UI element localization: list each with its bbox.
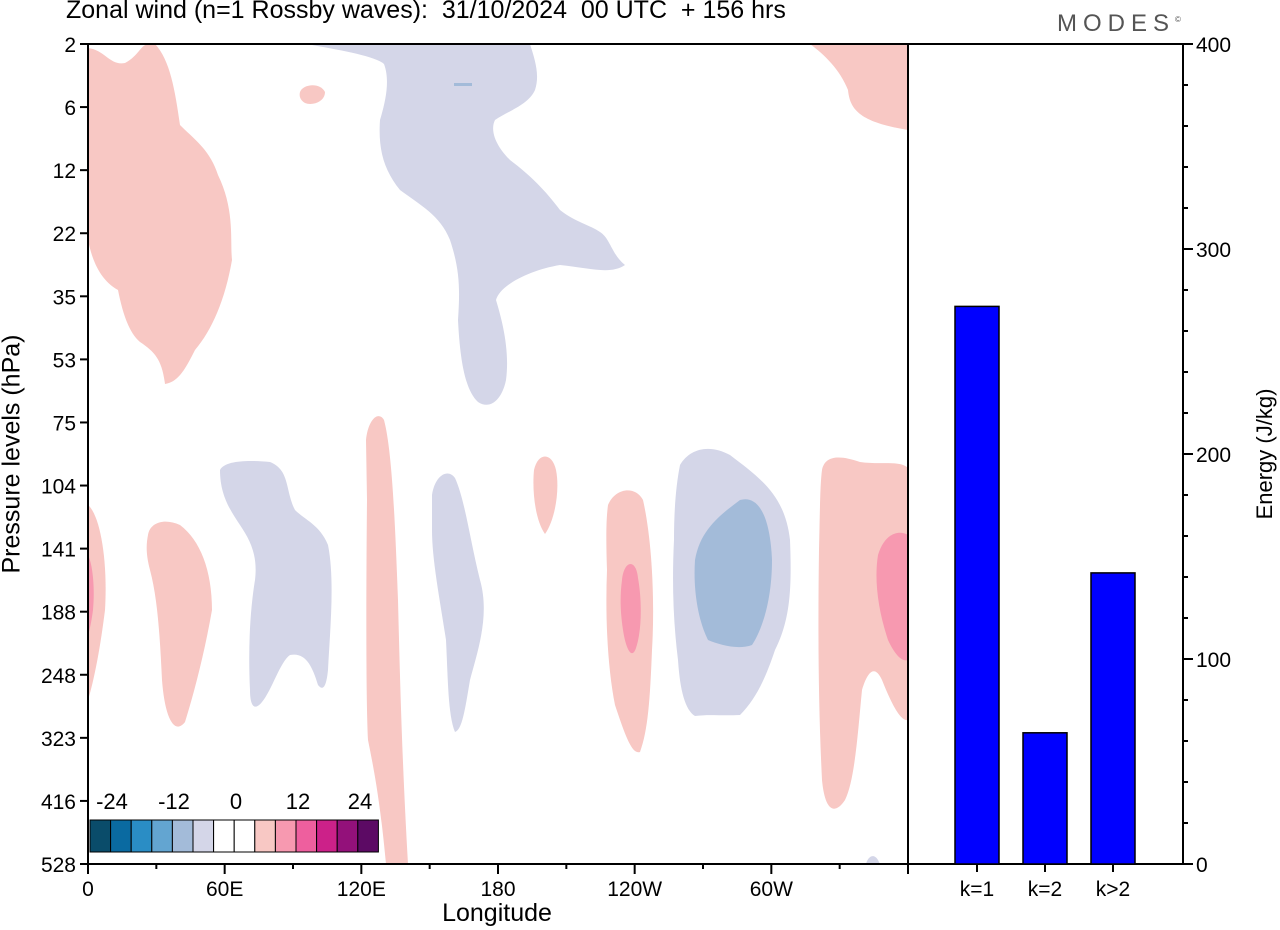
- energy-axis: 0 100 200 300 400: [1183, 34, 1231, 877]
- colorbar-swatch: [336, 819, 359, 853]
- pressure-tick-label: 323: [41, 728, 76, 751]
- pos-anomaly-tropo-column: [366, 416, 408, 864]
- wavenumber-axis: k=1 k=2 k>2: [960, 864, 1130, 901]
- colorbar-swatch: [213, 819, 235, 853]
- neg-anomaly-bottom-speck: [866, 856, 880, 864]
- longitude-tick-label: 180: [480, 878, 515, 901]
- colorbar-swatch: [151, 819, 173, 853]
- colorbar-swatch: [254, 819, 276, 853]
- pos-anomaly-40e: [146, 521, 212, 727]
- colorbar-swatch: [316, 819, 338, 853]
- pressure-tick-label: 248: [41, 665, 76, 688]
- energy-tick-label: 0: [1196, 854, 1208, 877]
- longitude-tick-label: 60W: [750, 878, 793, 901]
- logo-mark: ©: [1175, 15, 1181, 24]
- pos-anomaly-stratosphere-west: [88, 44, 232, 384]
- colorbar: -24 -12 0 12 24: [89, 789, 379, 853]
- colorbar-swatch: [295, 819, 318, 853]
- bar-panel: 0 100 200 300 400 k=1 k=2 k>2: [908, 34, 1231, 901]
- pressure-tick-label: 416: [41, 791, 76, 814]
- energy-tick-label: 400: [1196, 34, 1231, 57]
- colorbar-swatch: [171, 819, 194, 853]
- pressure-axis-label: Pressure levels (hPa): [0, 334, 26, 574]
- pressure-tick-label: 22: [53, 223, 76, 246]
- colorbar-label: 12: [286, 789, 310, 814]
- modes-logo: MODES©: [1057, 10, 1181, 38]
- pos-core-east-edge: [876, 532, 908, 661]
- pressure-tick-label: 2: [64, 34, 76, 57]
- pressure-tick-label: 141: [41, 539, 76, 562]
- pressure-tick-label: 12: [53, 160, 76, 183]
- colorbar-swatch: [233, 819, 256, 853]
- energy-bar-1: [954, 305, 1000, 865]
- wavenumber-tick-label: k>2: [1096, 878, 1130, 901]
- pressure-tick-label: 53: [53, 349, 76, 372]
- chart-title: Zonal wind (n=1 Rossby waves): 31/10/202…: [66, 0, 786, 24]
- pressure-tick-label: 6: [64, 97, 76, 120]
- pos-anomaly-stratosphere-upper-left: [88, 134, 118, 210]
- energy-tick-label: 200: [1196, 444, 1231, 467]
- neg-core-90w: [694, 499, 772, 648]
- neg-anomaly-60e: [220, 460, 332, 707]
- heatmap-axes: 2 6 12 22 35 53 75 104 141 188 248 323 416 528 0 60E 12…: [41, 34, 909, 901]
- energy-axis-label: Energy (J/kg): [1252, 388, 1277, 520]
- pos-anomaly-small-mid: [533, 456, 558, 534]
- energy-bars: [954, 305, 1136, 865]
- colorbar-label: -24: [96, 789, 128, 814]
- longitude-tick-label: 60E: [206, 878, 243, 901]
- pressure-tick-label: 75: [53, 412, 76, 435]
- colorbar-labels: -24 -12 0 12 24: [96, 789, 372, 814]
- pos-core-west-edge: [88, 555, 94, 636]
- longitude-tick-label: 120E: [337, 878, 386, 901]
- energy-bar-2: [1022, 732, 1068, 865]
- colorbar-label: -12: [158, 789, 190, 814]
- longitude-tick-label: 120W: [607, 878, 662, 901]
- pressure-tick-label: 188: [41, 602, 76, 625]
- pos-core-120w: [620, 563, 641, 654]
- colorbar-swatch: [357, 819, 379, 853]
- colorbar-swatch: [89, 819, 112, 853]
- pos-anomaly-small-upper: [299, 85, 325, 104]
- wavenumber-tick-label: k=1: [960, 878, 994, 901]
- neg-anomaly-stratosphere: [306, 44, 625, 405]
- neg-anomaly-160e: [432, 473, 484, 732]
- colorbar-swatch: [110, 819, 132, 853]
- pressure-axis: 2 6 12 22 35 53 75 104 141 188 248 323 416 528: [41, 34, 88, 877]
- energy-tick-label: 300: [1196, 239, 1231, 262]
- colorbar-swatch: [274, 819, 297, 853]
- pressure-tick-label: 528: [41, 854, 76, 877]
- pos-anomaly-west-edge: [88, 505, 106, 700]
- colorbar-label: 24: [348, 789, 372, 814]
- wavenumber-tick-label: k=2: [1028, 878, 1062, 901]
- colorbar-swatches: [89, 819, 379, 853]
- pressure-tick-label: 35: [53, 286, 76, 309]
- longitude-axis-label: Longitude: [442, 899, 552, 927]
- pos-anomaly-stratosphere-east: [810, 44, 908, 130]
- energy-bar-3: [1090, 572, 1136, 865]
- longitude-tick-label: 0: [82, 878, 94, 901]
- colorbar-swatch: [130, 819, 153, 853]
- neg-core-stratosphere-speck: [454, 83, 472, 86]
- longitude-axis: 0 60E 120E 180 120W 60W: [82, 864, 909, 901]
- energy-tick-label: 100: [1196, 649, 1231, 672]
- heatmap-field: [88, 44, 908, 864]
- colorbar-label: 0: [230, 789, 242, 814]
- colorbar-swatch: [192, 819, 215, 853]
- logo-text: MODES: [1057, 10, 1176, 37]
- pressure-tick-label: 104: [41, 476, 76, 499]
